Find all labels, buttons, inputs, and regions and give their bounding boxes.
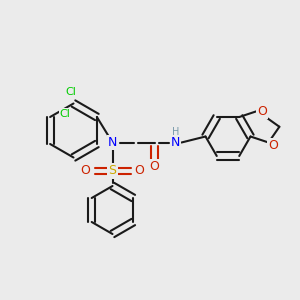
Text: O: O bbox=[135, 164, 144, 178]
Text: S: S bbox=[109, 164, 116, 178]
Text: O: O bbox=[81, 164, 90, 178]
Text: O: O bbox=[150, 160, 159, 173]
Text: H: H bbox=[172, 127, 179, 137]
Text: Cl: Cl bbox=[60, 109, 70, 119]
Text: O: O bbox=[268, 139, 278, 152]
Text: O: O bbox=[257, 104, 267, 118]
Text: N: N bbox=[108, 136, 117, 149]
Text: Cl: Cl bbox=[65, 86, 76, 97]
Text: N: N bbox=[171, 136, 180, 149]
